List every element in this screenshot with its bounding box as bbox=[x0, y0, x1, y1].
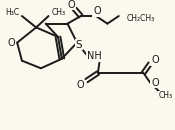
Text: O: O bbox=[93, 6, 101, 16]
Text: CH₃: CH₃ bbox=[158, 91, 172, 100]
Text: O: O bbox=[151, 55, 159, 65]
Text: H₃C: H₃C bbox=[5, 8, 19, 17]
Text: O: O bbox=[68, 0, 75, 10]
Text: S: S bbox=[76, 40, 82, 50]
Text: O: O bbox=[8, 38, 15, 48]
Text: CH₂CH₃: CH₂CH₃ bbox=[126, 14, 155, 23]
Text: CH₃: CH₃ bbox=[51, 8, 65, 17]
Text: O: O bbox=[77, 80, 85, 90]
Text: O: O bbox=[151, 77, 159, 87]
Text: NH: NH bbox=[87, 51, 101, 61]
